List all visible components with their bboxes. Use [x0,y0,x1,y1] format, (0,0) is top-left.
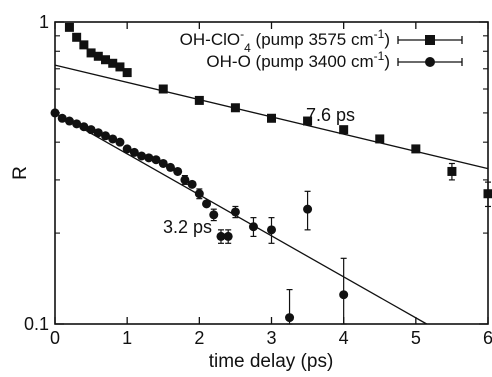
data-point-square [447,166,457,176]
data-point-circle [151,155,161,165]
data-point-circle [108,134,118,144]
data-point-circle [57,113,67,123]
x-axis-label: time delay (ps) [209,351,334,372]
data-point-square [303,116,313,126]
data-point-circle [101,131,111,141]
x-tick-label: 5 [411,328,421,348]
data-point-circle [209,210,219,220]
data-point-square [86,48,96,58]
data-point-circle [248,222,258,232]
data-point-square [375,134,385,144]
data-point-circle [187,179,197,189]
data-point-square [411,144,421,154]
data-point-circle [230,207,240,217]
x-tick-label: 6 [483,328,492,348]
data-point-circle [72,119,82,129]
data-point-circle [115,137,125,147]
legend-label-series-1: OH-ClO-4 (pump 3575 cm-1) [180,27,390,55]
data-point-square [101,55,111,65]
x-tick-label: 4 [339,328,349,348]
y-tick-label: 0.1 [24,314,49,334]
data-point-square [72,32,82,42]
data-point-circle [216,231,226,241]
data-point-square [267,113,276,123]
data-point-circle [165,162,175,172]
data-point-square [158,84,168,94]
data-point-circle [79,122,89,132]
axis-ticks [54,21,489,325]
legend: OH-ClO-4 (pump 3575 cm-1) OH-O (pump 340… [180,27,463,71]
data-point-square [194,95,204,105]
y-axis-label: R [10,166,31,180]
legend-name-rest-sup-2: -1 [374,49,385,63]
data-point-circle [129,147,139,157]
legend-name-main-1: OH-ClO [180,30,240,49]
data-point-square [108,58,118,68]
data-point-circle [303,204,313,214]
legend-name-rest-sup-1: -1 [374,27,385,41]
data-point-circle [144,153,154,163]
fit-label-series-1: 7.6 ps [306,105,355,125]
data-point-square [79,40,89,50]
legend-entry-series-1: OH-ClO-4 (pump 3575 cm-1) [180,27,463,55]
data-point-circle [194,189,204,199]
data-point-circle [223,231,233,241]
legend-name-sup-1: - [240,27,244,41]
x-tick-label: 3 [266,328,276,348]
x-tick-label: 2 [194,328,204,348]
x-tick-label: 1 [122,328,132,348]
data-point-circle [93,128,103,138]
data-point-circle [285,313,295,323]
data-point-square [122,68,132,78]
data-point-circle [267,225,276,235]
legend-name-sub-1: 4 [244,41,251,55]
legend-marker-square [425,35,435,45]
legend-entry-series-2: OH-O (pump 3400 cm-1) [206,49,463,71]
data-point-circle [86,125,96,135]
legend-name-main-2: OH-O [206,52,250,71]
fit-label-series-2: 3.2 ps [163,217,212,237]
tick-labels: 0 1 2 3 4 5 6 1 0.1 [24,12,492,348]
legend-name-rest-1: (pump 3575 cm [251,30,374,49]
legend-label-series-2: OH-O (pump 3400 cm-1) [206,49,390,71]
data-point-square [339,125,349,135]
data-point-circle [339,290,349,300]
legend-name-end-1: ) [384,30,390,49]
data-point-circle [122,144,132,154]
data-point-circle [173,166,183,176]
fit-line-series-2 [54,112,427,325]
x-tick-label: 0 [50,328,60,348]
data-point-circle [202,199,212,209]
data-point-square [115,62,125,72]
data-point-square [230,103,240,113]
legend-name-rest-2: (pump 3400 cm [251,52,374,71]
y-tick-label: 1 [39,12,49,32]
data-point-square [93,51,103,61]
legend-marker-circle [425,57,435,67]
legend-name-end-2: ) [384,52,390,71]
data-point-circle [64,116,74,126]
data-point-circle [180,175,190,185]
data-point-circle [137,151,147,161]
data-point-square [64,22,74,32]
data-point-circle [158,158,168,168]
